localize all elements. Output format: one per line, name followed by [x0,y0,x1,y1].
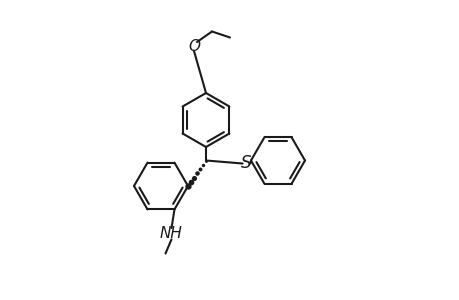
Text: NH: NH [160,226,183,242]
Text: S: S [241,154,251,172]
Text: O: O [188,39,200,54]
